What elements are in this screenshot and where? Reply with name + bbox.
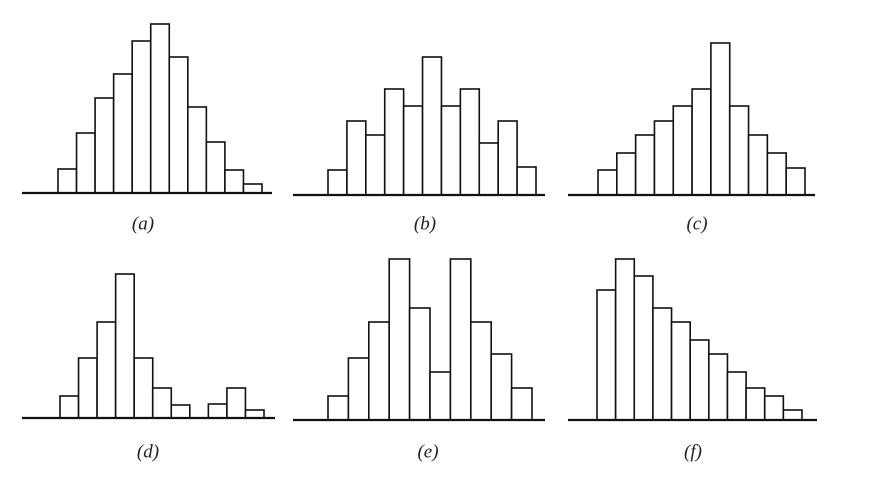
histogram-bar	[383, 88, 405, 196]
histogram-bar	[710, 42, 731, 196]
histogram-bar	[510, 387, 533, 421]
histogram-bar	[689, 339, 710, 421]
histogram-bar	[242, 183, 263, 194]
histogram-bar	[168, 56, 189, 194]
histogram-bar	[57, 168, 78, 194]
panel-caption: (f)	[684, 441, 702, 462]
histogram-bar	[205, 141, 226, 194]
histogram-bar	[402, 105, 424, 196]
panel-caption: (c)	[686, 213, 707, 234]
histogram-bar	[726, 371, 747, 421]
histogram-bar	[170, 404, 191, 419]
panel-caption: (b)	[414, 213, 436, 234]
histogram-bar	[614, 258, 636, 421]
histogram-bar	[388, 258, 411, 421]
histogram-bar	[634, 134, 656, 196]
histogram-bar	[449, 258, 472, 421]
histogram-bar	[224, 169, 245, 194]
histogram-bar	[77, 357, 98, 419]
histogram-bar	[96, 321, 117, 419]
histogram-bar	[408, 307, 431, 421]
histogram-bar	[347, 357, 370, 421]
histogram-bar	[782, 409, 803, 421]
histogram-bar	[59, 395, 80, 419]
histogram-bar	[244, 409, 265, 419]
histogram-bar	[131, 40, 152, 194]
histogram-bar	[728, 105, 750, 196]
histogram-bar	[652, 307, 673, 421]
histogram-bar	[516, 166, 537, 196]
histogram-bar	[421, 56, 443, 196]
histogram-bar	[596, 289, 617, 421]
histogram-bar	[672, 105, 693, 196]
panel-caption: (d)	[137, 441, 159, 462]
histogram-bar	[785, 167, 806, 196]
histogram-bar	[766, 152, 787, 196]
histogram-bar	[745, 387, 766, 421]
histogram-bar	[670, 321, 691, 421]
panel-caption: (a)	[132, 213, 154, 234]
histogram-bar	[327, 395, 350, 421]
histogram-bar	[691, 88, 712, 196]
histogram-bar	[187, 106, 208, 194]
histogram-bar	[75, 132, 96, 194]
histogram-bar	[367, 321, 390, 421]
histogram-bar	[327, 169, 348, 196]
histogram-bar	[429, 371, 452, 421]
histogram-bar	[763, 395, 785, 421]
histogram-bar	[112, 73, 133, 194]
histogram-bar	[478, 142, 499, 196]
histogram-bar	[459, 88, 481, 196]
histogram-bar	[365, 134, 386, 196]
histogram-bar	[708, 353, 729, 421]
histogram-bar	[207, 403, 228, 419]
histogram-bar	[133, 357, 154, 419]
histogram-bar	[497, 120, 518, 196]
histogram-bar	[440, 105, 462, 196]
histogram-bar	[346, 120, 367, 196]
histogram-bar	[151, 387, 173, 419]
histogram-bar	[633, 275, 654, 421]
histogram-bar	[226, 387, 247, 419]
histogram-bar	[653, 120, 675, 196]
histogram-bar	[149, 23, 171, 194]
histogram-bar	[747, 134, 769, 196]
histogram-bar	[616, 152, 637, 196]
histogram-bar	[94, 97, 115, 194]
histogram-bar	[597, 169, 618, 196]
histogram-bar	[490, 353, 513, 421]
histogram-bar	[114, 273, 135, 419]
histogram-bar	[469, 321, 492, 421]
panel-caption: (e)	[417, 441, 438, 462]
